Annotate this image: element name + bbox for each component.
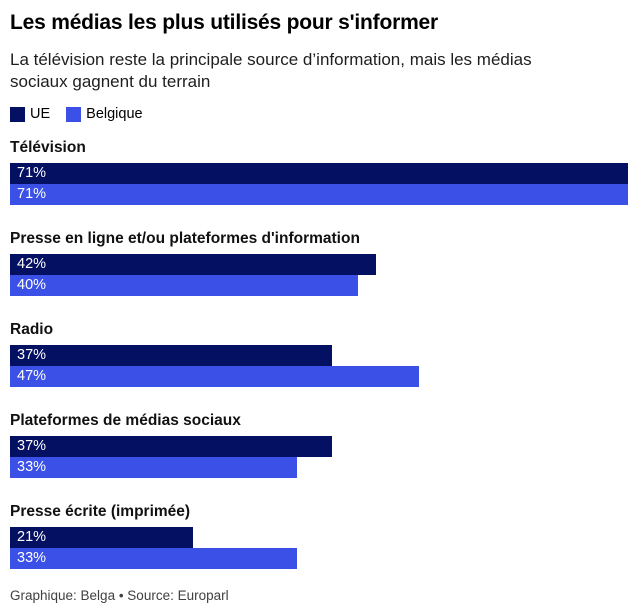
- bar-belgique: 33%: [10, 457, 298, 478]
- category-label: Télévision: [10, 139, 86, 156]
- bar-track: 42% 40%: [10, 254, 628, 296]
- bar-value-label: 71%: [17, 186, 47, 202]
- legend-label: UE: [30, 106, 51, 122]
- legend-swatch-belgique: [66, 106, 82, 122]
- bar-value-label: 42%: [17, 256, 47, 272]
- chart-subtitle: La télévision reste la principale source…: [10, 50, 532, 91]
- bar-value-label: 21%: [17, 529, 47, 545]
- chart-credit: Graphique: Belga • Source: Europarl: [10, 588, 229, 603]
- category-label: Presse en ligne et/ou plateformes d'info…: [10, 230, 360, 247]
- bar-value-label: 47%: [17, 368, 47, 384]
- bar-value-label: 71%: [17, 165, 47, 181]
- bar-ue: 42%: [10, 254, 376, 275]
- chart-title: Les médias les plus utilisés pour s'info…: [10, 11, 438, 34]
- bar-value-label: 33%: [17, 459, 47, 475]
- bar-ue: 21%: [10, 527, 193, 548]
- category-group: Presse en ligne et/ou plateformes d'info…: [10, 230, 628, 296]
- bar-value-label: 37%: [17, 347, 47, 363]
- legend-label: Belgique: [86, 106, 143, 122]
- category-group: Plateformes de médias sociaux 37% 33%: [10, 412, 628, 478]
- legend-item-ue: UE: [10, 106, 50, 122]
- category-group: Radio 37% 47%: [10, 321, 628, 387]
- category-group: Télévision 71% 71%: [10, 139, 628, 205]
- bar-belgique: 33%: [10, 548, 298, 569]
- bar-track: 37% 47%: [10, 345, 628, 387]
- category-label: Radio: [10, 321, 54, 338]
- bar-track: 37% 33%: [10, 436, 628, 478]
- legend-swatch-ue: [10, 106, 25, 122]
- bar-track: 71% 71%: [10, 163, 628, 205]
- bar-belgique: 40%: [10, 275, 359, 296]
- bar-value-label: 33%: [17, 550, 47, 566]
- bar-ue: 37%: [10, 345, 333, 366]
- category-label: Presse écrite (imprimée): [10, 503, 191, 520]
- legend-item-belgique: Belgique: [66, 106, 143, 122]
- bar-chart: Télévision 71% 71% Presse en ligne et/ou pl…: [10, 139, 628, 569]
- bar-track: 21% 33%: [10, 527, 628, 569]
- bar-ue: 71%: [10, 163, 628, 184]
- bar-belgique: 47%: [10, 366, 420, 387]
- legend: UE Belgique: [10, 106, 628, 122]
- bar-value-label: 40%: [17, 277, 47, 293]
- category-label: Plateformes de médias sociaux: [10, 412, 241, 429]
- bar-value-label: 37%: [17, 438, 47, 454]
- bar-belgique: 71%: [10, 184, 628, 205]
- category-group: Presse écrite (imprimée) 21% 33%: [10, 503, 628, 569]
- bar-ue: 37%: [10, 436, 333, 457]
